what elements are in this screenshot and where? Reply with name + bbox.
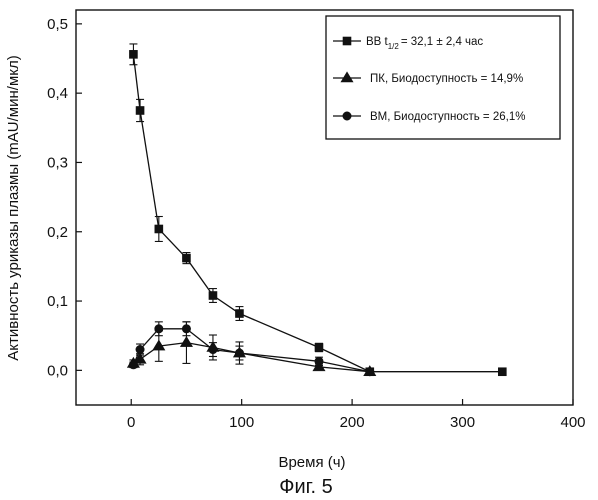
y-tick-label: 0,4	[47, 85, 68, 102]
data-point-square	[136, 106, 144, 114]
y-tick-label: 0,3	[47, 154, 68, 171]
series-line-triangle	[133, 343, 369, 372]
data-point-circle	[209, 345, 217, 353]
data-point-square	[315, 343, 323, 351]
data-point-circle	[136, 345, 144, 353]
data-point-circle	[182, 325, 190, 333]
legend-label: ВМ, Биодоступность = 26,1%	[370, 111, 525, 123]
y-axis-ticks: 0,0 0,1 0,2 0,3 0,4 0,5	[47, 16, 82, 379]
y-tick-label: 0,2	[47, 224, 68, 241]
data-point-circle	[155, 325, 163, 333]
x-tick-label: 100	[229, 414, 254, 431]
y-tick-label: 0,1	[47, 293, 68, 310]
series-triangle	[127, 322, 375, 376]
data-point-triangle	[180, 337, 192, 347]
y-tick-label: 0,5	[47, 16, 68, 33]
x-tick-label: 200	[340, 414, 365, 431]
data-point-square	[235, 310, 243, 318]
x-tick-label: 0	[127, 414, 135, 431]
x-tick-label: 400	[560, 414, 585, 431]
data-point-square	[155, 225, 163, 233]
y-tick-label: 0,0	[47, 362, 68, 379]
x-axis-ticks: 0 100 200 300 400	[127, 399, 585, 431]
legend: ВВ t1/2= 32,1 ± 2,4 часПК, Биодоступност…	[326, 16, 560, 139]
data-point-circle	[129, 361, 137, 369]
data-point-square	[129, 50, 137, 58]
data-point-circle	[366, 368, 374, 376]
data-point-square	[209, 292, 217, 300]
data-point-circle	[315, 357, 323, 365]
legend-marker-square	[343, 37, 351, 45]
legend-label: ПК, Биодоступность = 14,9%	[370, 73, 523, 85]
y-axis-title: Активность уриказы плазмы (mAU/мин/мкл)	[5, 55, 22, 361]
figure-caption: Фиг. 5	[279, 476, 332, 498]
series-circle	[129, 322, 374, 376]
series-line-circle	[133, 329, 369, 372]
x-tick-label: 300	[450, 414, 475, 431]
data-point-square	[182, 254, 190, 262]
legend-marker-circle	[343, 112, 351, 120]
x-axis-title: Время (ч)	[278, 454, 345, 471]
data-point-circle	[235, 349, 243, 357]
data-point-square	[498, 368, 506, 376]
